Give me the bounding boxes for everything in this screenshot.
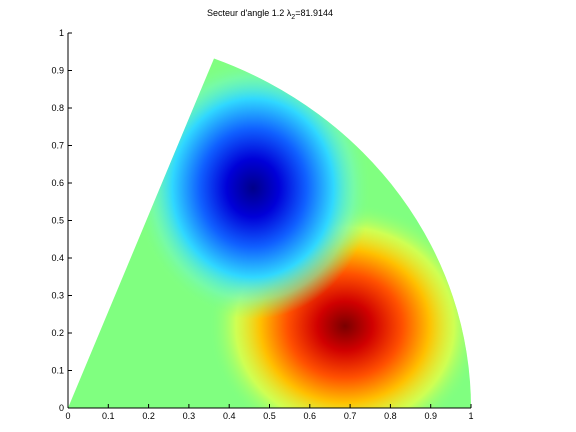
y-tick-label: 0.9: [51, 66, 64, 76]
negative-lobe: [68, 58, 471, 408]
x-tick-label: 0.2: [142, 411, 155, 421]
y-tick-label: 0.3: [51, 291, 64, 301]
x-tick-label: 0.1: [102, 411, 115, 421]
x-tick-label: 1: [468, 411, 473, 421]
y-tick-label: 0: [59, 403, 64, 413]
y-tick-label: 0.7: [51, 141, 64, 151]
x-tick-label: 0: [65, 411, 70, 421]
x-tick-label: 0.5: [263, 411, 276, 421]
chart-title: Secteur d'angle 1.2 λ2=81.9144: [207, 8, 333, 21]
x-tick-label: 0.3: [183, 411, 196, 421]
y-tick-label: 0.1: [51, 366, 64, 376]
x-tick-label: 0.7: [344, 411, 357, 421]
y-tick-label: 0.5: [51, 216, 64, 226]
x-tick-label: 0.4: [223, 411, 236, 421]
x-tick-label: 0.9: [424, 411, 437, 421]
x-tick-label: 0.6: [304, 411, 317, 421]
y-tick-label: 0.2: [51, 328, 64, 338]
y-tick-label: 0.6: [51, 178, 64, 188]
y-tick-label: 0.4: [51, 253, 64, 263]
y-tick-label: 1: [59, 28, 64, 38]
title-value: =81.9144: [295, 8, 333, 18]
y-tick-label: 0.8: [51, 103, 64, 113]
x-tick-label: 0.8: [384, 411, 397, 421]
title-text: Secteur d'angle 1.2 λ: [207, 8, 292, 18]
field: [68, 58, 471, 408]
title-subscript: 2: [291, 14, 295, 21]
